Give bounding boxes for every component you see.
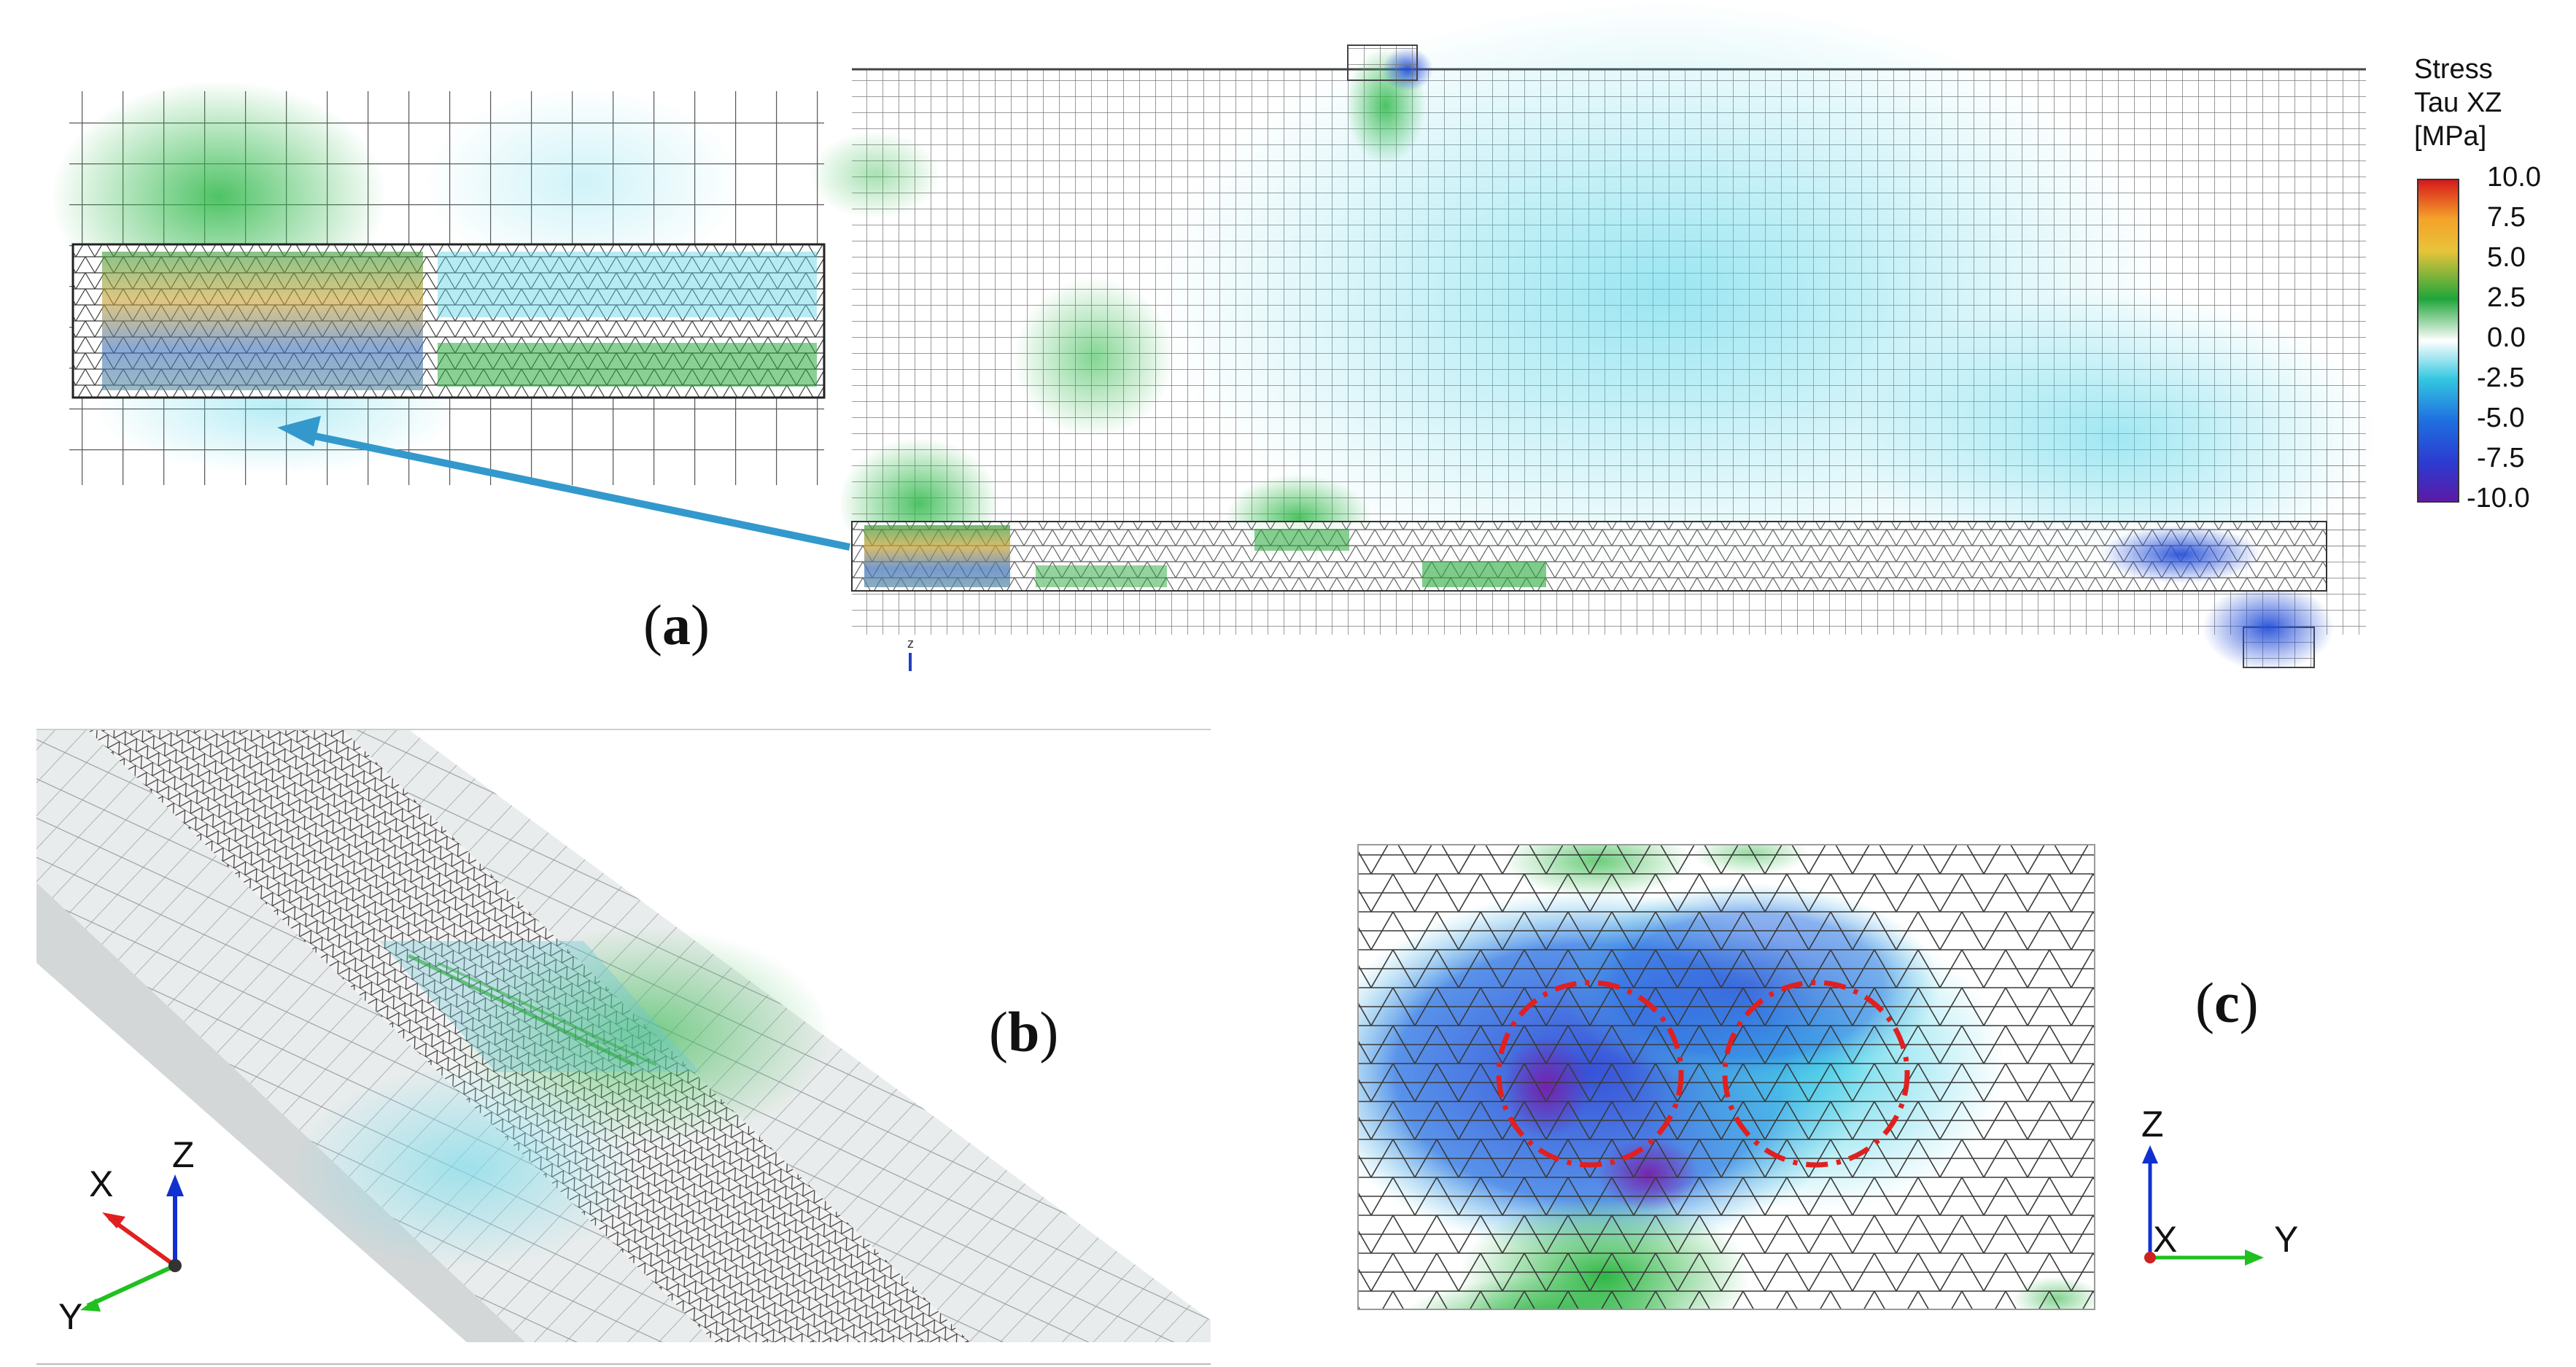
colorbar-tick: 5.0 bbox=[2487, 242, 2526, 273]
colorbar-tick: -10.0 bbox=[2467, 483, 2530, 514]
panel-b-graphic: X Z Y bbox=[36, 729, 1211, 1365]
colorbar-tick: 0.0 bbox=[2487, 322, 2526, 353]
panel-c-graphic: Z X Y bbox=[1357, 844, 2298, 1310]
highlight-circle-left bbox=[1496, 980, 1684, 1168]
colorbar-title: Stress Tau XZ [MPa] bbox=[2414, 53, 2502, 153]
colorbar-title-line1: Stress bbox=[2414, 54, 2493, 85]
panel-a-graphic: z bbox=[51, 0, 2378, 671]
axis-triad-b: X Z Y bbox=[58, 1134, 195, 1337]
axis-x-label-b: X bbox=[89, 1163, 113, 1204]
panel-a-label: (a) bbox=[643, 593, 710, 657]
axis-y-label-c: Y bbox=[2274, 1219, 2298, 1260]
colorbar-tick: -2.5 bbox=[2477, 363, 2525, 393]
z-axis-small-label: z bbox=[907, 636, 914, 651]
callout-arrow bbox=[277, 416, 851, 551]
panel-c: Z X Y (c) bbox=[1240, 722, 2576, 1367]
colorbar-gradient bbox=[2417, 179, 2459, 503]
panel-b: X Z Y (b) bbox=[0, 722, 1240, 1367]
highlight-circle-right bbox=[1722, 980, 1910, 1168]
colorbar-tick: 10.0 bbox=[2487, 162, 2541, 193]
colorbar-tick: 2.5 bbox=[2487, 282, 2526, 313]
panel-a: z (a) bbox=[0, 0, 2576, 678]
colorbar-tick: 7.5 bbox=[2487, 202, 2526, 233]
axis-z-label-b: Z bbox=[172, 1134, 195, 1175]
colorbar-tick: -7.5 bbox=[2477, 443, 2525, 473]
colorbar-title-line2: Tau XZ bbox=[2414, 88, 2502, 118]
axis-y-label-b: Y bbox=[58, 1296, 82, 1337]
axis-triad-c: Z X Y bbox=[2141, 1104, 2298, 1266]
axis-x-label-c: X bbox=[2153, 1219, 2177, 1260]
inset-mesh bbox=[51, 80, 826, 485]
panel-b-label: (b) bbox=[989, 1000, 1059, 1064]
axis-z-label-c: Z bbox=[2141, 1104, 2164, 1145]
panel-c-label: (c) bbox=[2195, 971, 2259, 1034]
colorbar-title-line3: [MPa] bbox=[2414, 121, 2487, 152]
colorbar-tick: -5.0 bbox=[2477, 403, 2525, 433]
main-mesh: z bbox=[810, 0, 2378, 671]
